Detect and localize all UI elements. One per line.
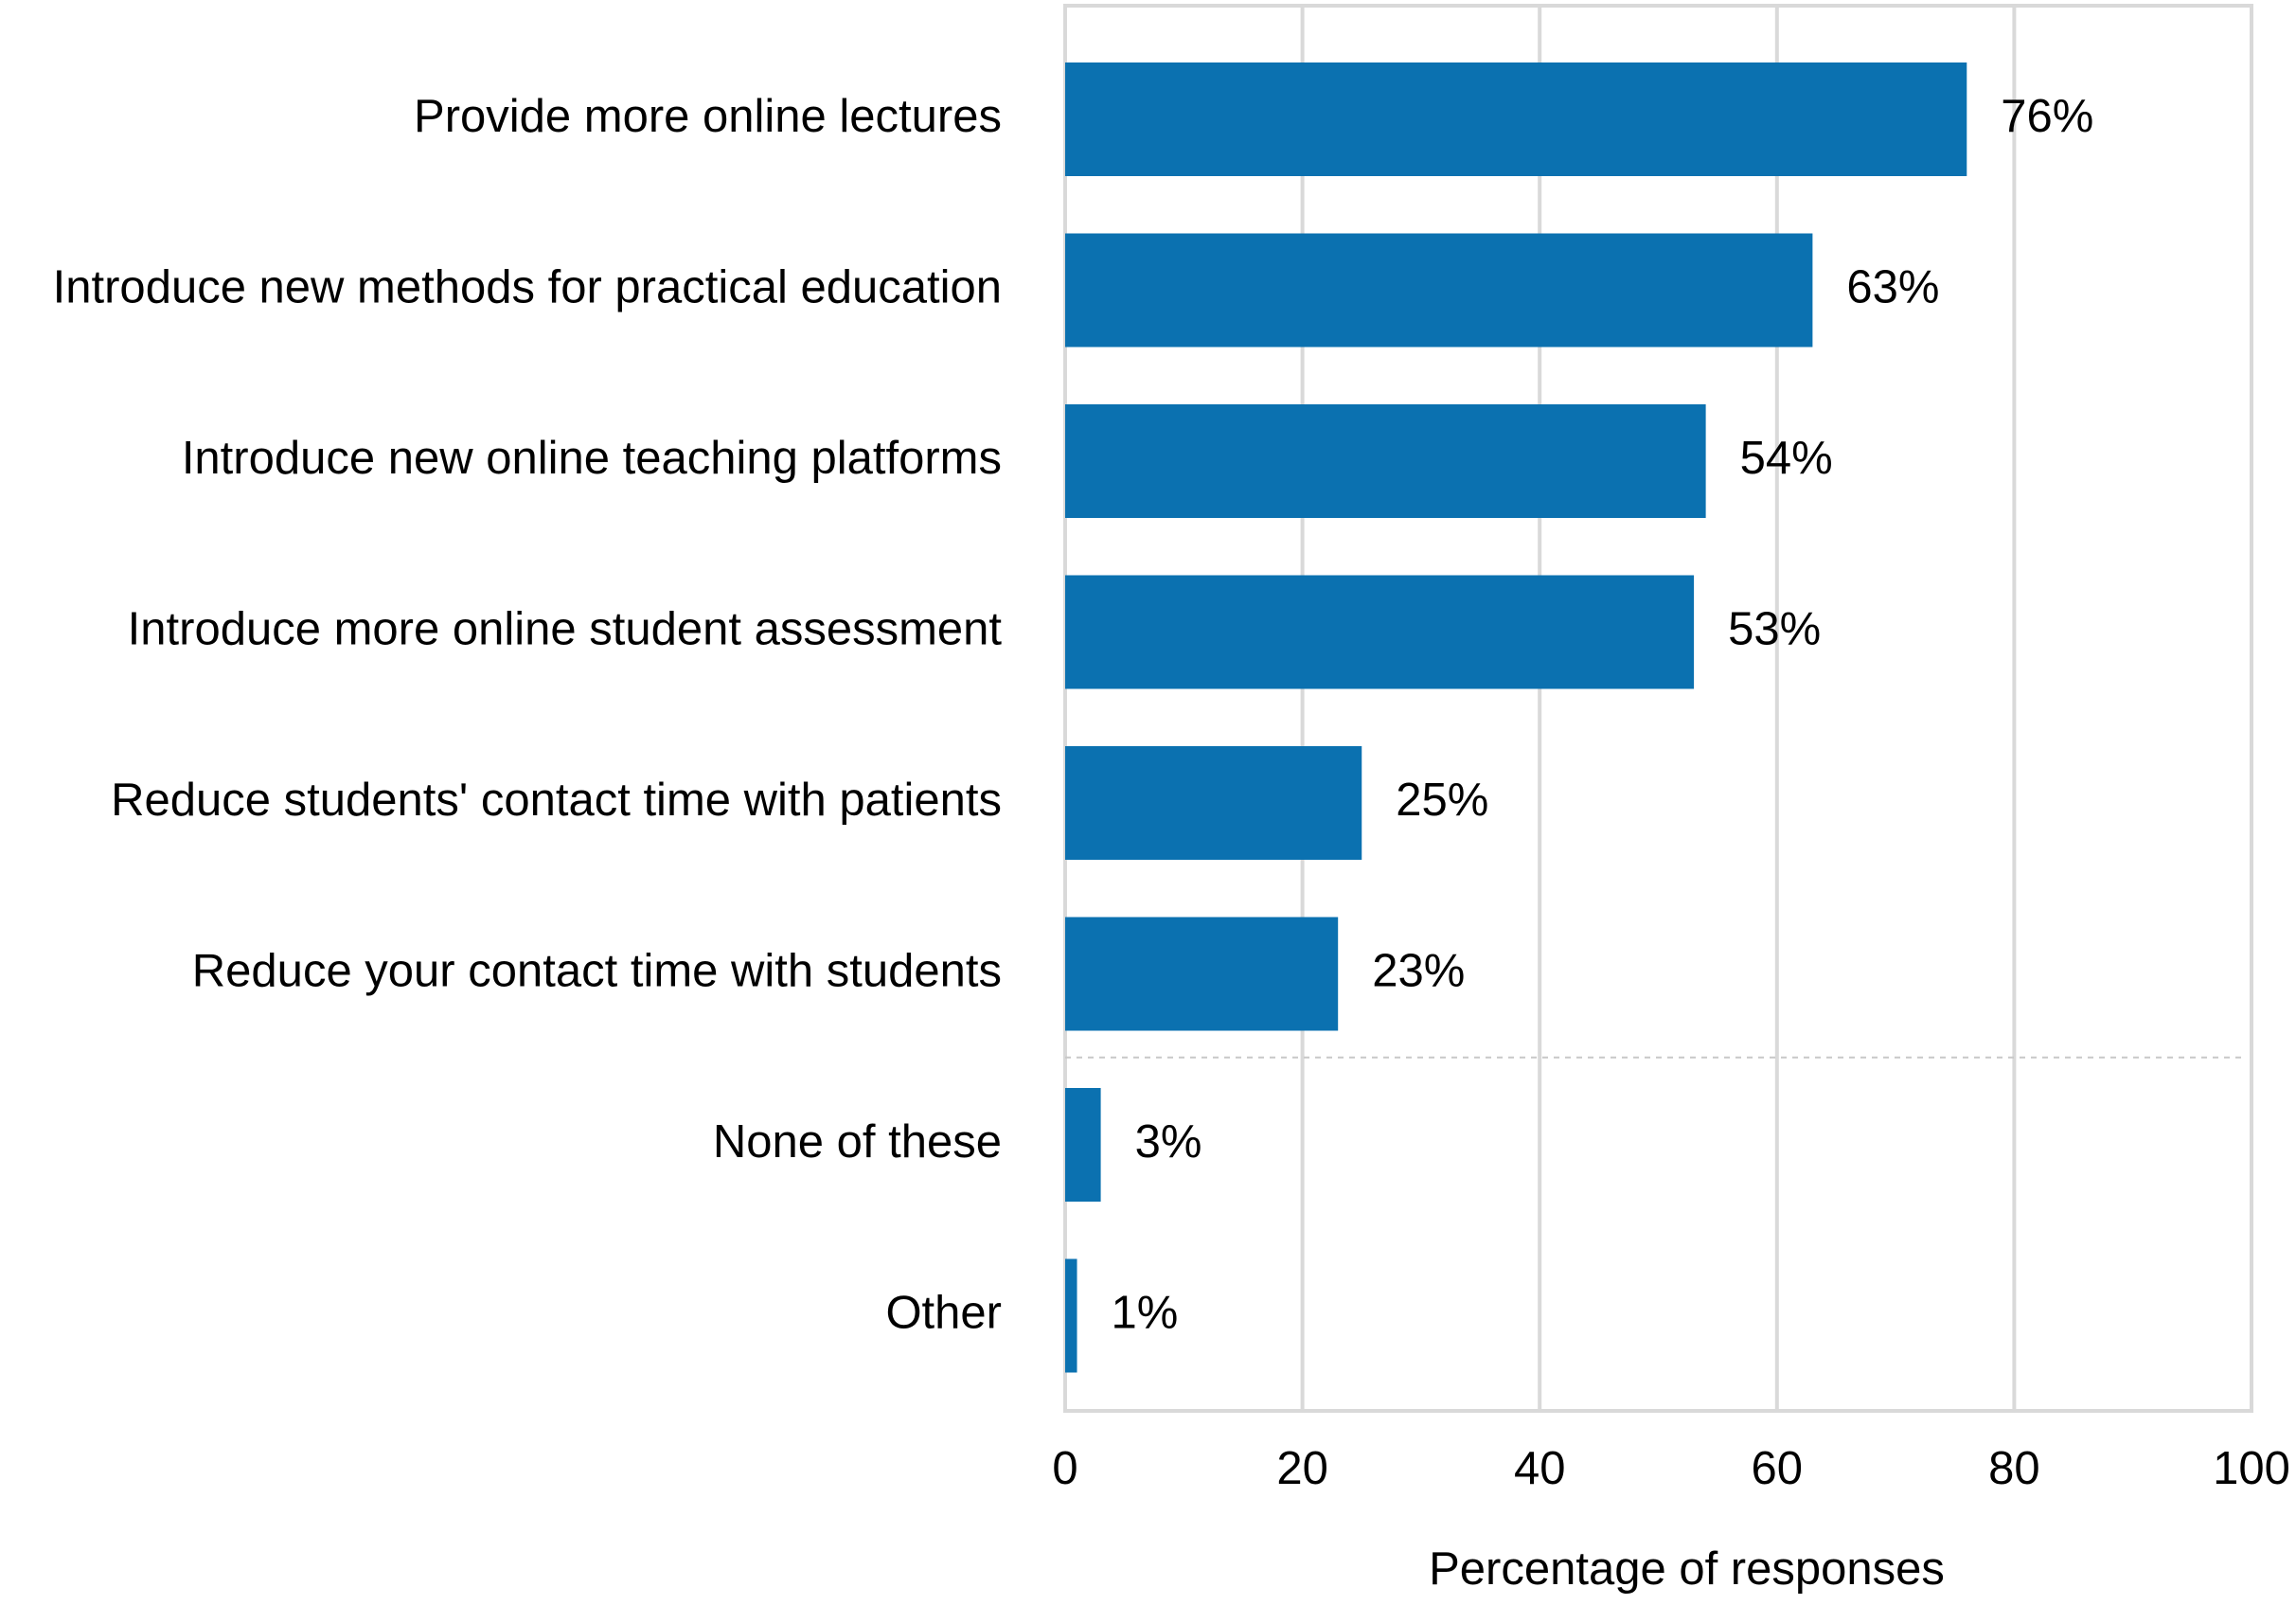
bar [1065, 1258, 1077, 1373]
category-label: None of these [713, 1116, 1002, 1168]
bar [1065, 1088, 1101, 1202]
bar [1065, 917, 1339, 1031]
plot-frame [1063, 4, 2253, 1413]
category-label: Reduce your contact time with students [192, 945, 1002, 996]
data-label: 3% [1135, 1116, 1202, 1168]
bar [1065, 575, 1695, 689]
category-label: Introduce new methods for practical educ… [53, 261, 1002, 312]
category-label: Introduce more online student assessment [128, 603, 1003, 654]
grid-layer [1063, 6, 2253, 1411]
x-tick-label: 40 [1514, 1443, 1566, 1494]
data-label: 54% [1740, 433, 1833, 484]
x-tick-label: 60 [1752, 1443, 1804, 1494]
bars-layer [1065, 62, 1967, 1373]
x-tick-label: 100 [2213, 1443, 2290, 1494]
data-label: 1% [1112, 1287, 1179, 1338]
category-label: Introduce new online teaching platforms [182, 433, 1002, 484]
data-label: 63% [1846, 261, 1939, 312]
category-label: Provide more online lectures [414, 91, 1002, 142]
data-label: 23% [1372, 945, 1465, 996]
x-axis-title: Percentage of responses [1429, 1543, 1945, 1595]
bar [1065, 404, 1706, 518]
bar [1065, 62, 1967, 176]
data-label: 25% [1396, 775, 1488, 826]
category-label: Other [885, 1287, 1002, 1338]
data-label: 53% [1728, 603, 1821, 654]
x-tick-label: 0 [1052, 1443, 1077, 1494]
category-labels: Provide more online lectures Introduce ne… [53, 91, 1003, 1339]
bar [1065, 746, 1362, 860]
value-labels: 76% 63% 54% 53% 25% 23% 3% 1% [1112, 91, 2094, 1339]
data-label: 76% [2001, 91, 2093, 142]
category-label: Reduce students' contact time with patie… [111, 775, 1002, 826]
x-tick-labels: 0 20 40 60 80 100 [1052, 1443, 2290, 1494]
x-tick-label: 20 [1276, 1443, 1328, 1494]
bar [1065, 233, 1813, 348]
x-tick-label: 80 [1988, 1443, 2040, 1494]
